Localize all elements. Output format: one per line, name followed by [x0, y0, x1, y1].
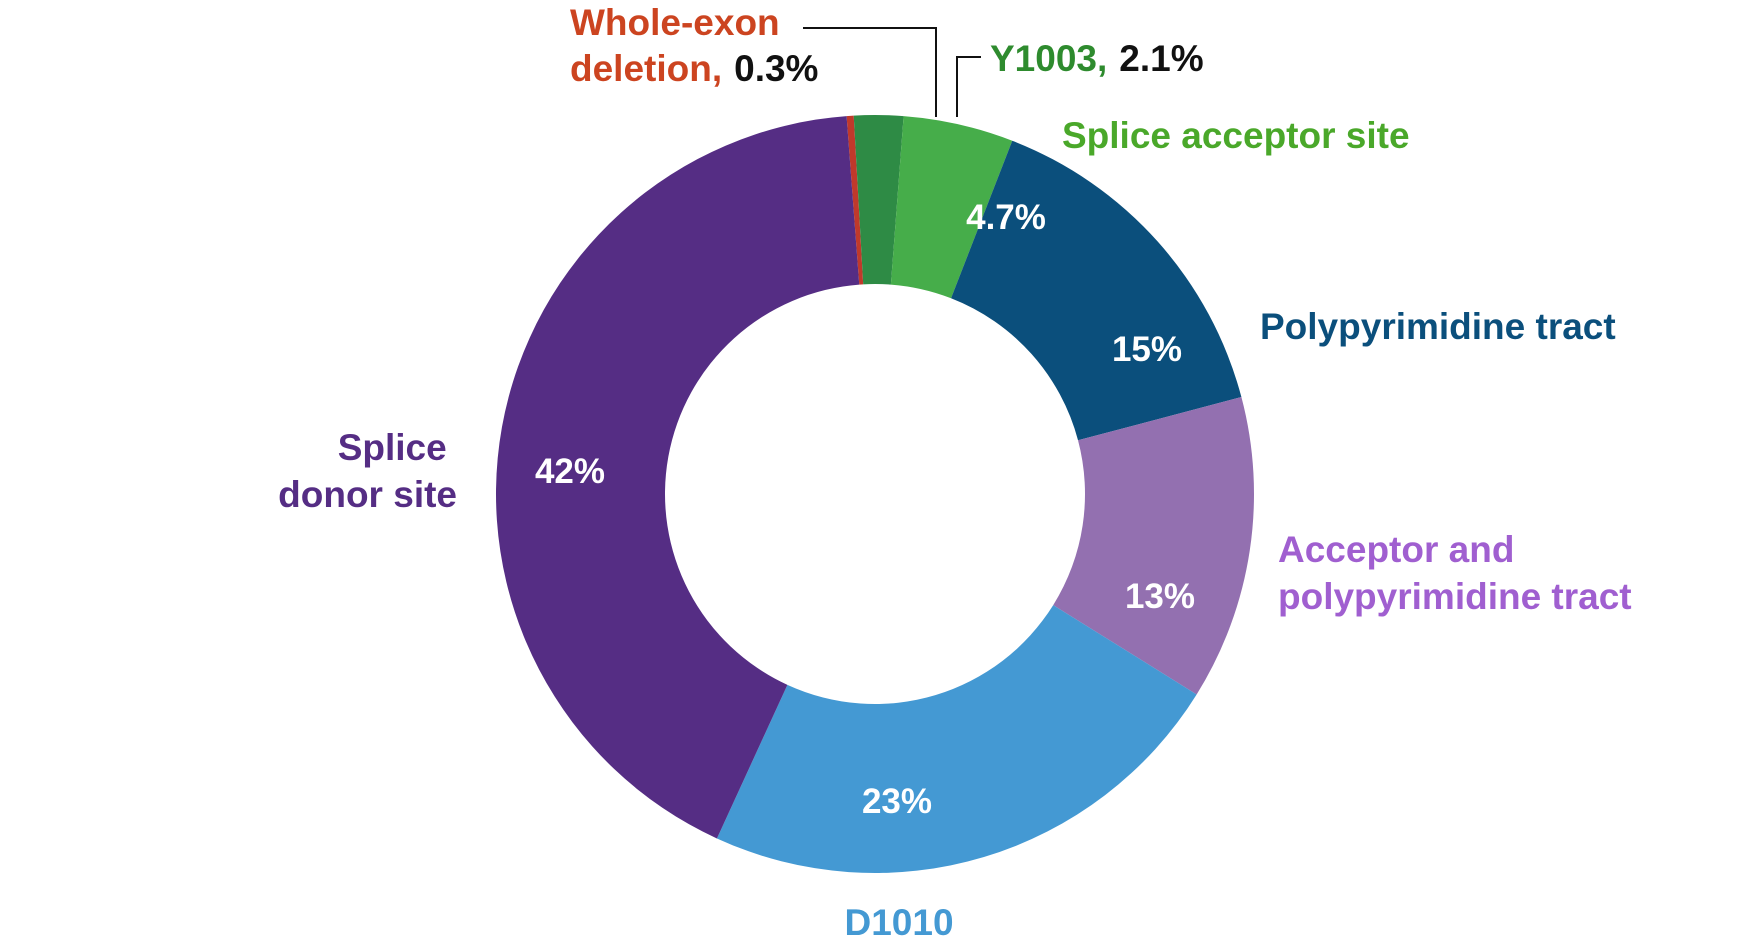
leader-line-y1003	[956, 56, 981, 117]
label-whole-exon-deletion: Whole-exon deletion, 0.3%	[570, 2, 818, 89]
pct-d1010: 23%	[862, 782, 932, 821]
label-acceptor-and-polypyrimidine-tract: Acceptor and polypyrimidine tract	[1278, 529, 1632, 617]
pct-splice-donor-site: 42%	[535, 452, 605, 491]
label-y1003-value: 2.1%	[1119, 38, 1203, 79]
leader-line-whole-exon	[803, 27, 937, 117]
label-polypyrimidine-tract: Polypyrimidine tract	[1260, 306, 1616, 347]
label-acceptor-line2: polypyrimidine tract	[1278, 576, 1632, 617]
label-splice-donor-site: Splice donor site	[278, 427, 457, 515]
pct-polypyrimidine-tract: 15%	[1112, 330, 1182, 369]
pct-splice-acceptor-site: 4.7%	[966, 198, 1046, 237]
slice-polypyrimidine-tract	[951, 140, 1242, 441]
slice-whole-exon-deletion	[846, 115, 864, 285]
slice-splice-donor-site	[495, 116, 860, 839]
label-whole-exon-line1: Whole-exon	[570, 2, 780, 43]
pct-acceptor-and-polypyrimidine: 13%	[1125, 577, 1195, 616]
label-whole-exon-value: 0.3%	[734, 48, 818, 89]
slice-acceptor-and-polypyrimidine-tract	[1053, 397, 1254, 695]
label-y1003: Y1003, 2.1%	[990, 38, 1204, 79]
label-whole-exon-line2: deletion,	[570, 48, 722, 89]
label-splice-acceptor-site: Splice acceptor site	[1062, 115, 1410, 156]
label-donor-line2: donor site	[278, 474, 457, 515]
slice-d1010	[716, 605, 1197, 873]
label-donor-line1: Splice	[338, 427, 447, 468]
slice-splice-acceptor-site	[890, 116, 1013, 299]
label-y1003-name: Y1003,	[990, 38, 1107, 79]
label-d1010: D1010	[844, 902, 953, 940]
slice-y1003	[853, 115, 904, 285]
label-acceptor-line1: Acceptor and	[1278, 529, 1514, 570]
donut-slices	[495, 115, 1254, 873]
